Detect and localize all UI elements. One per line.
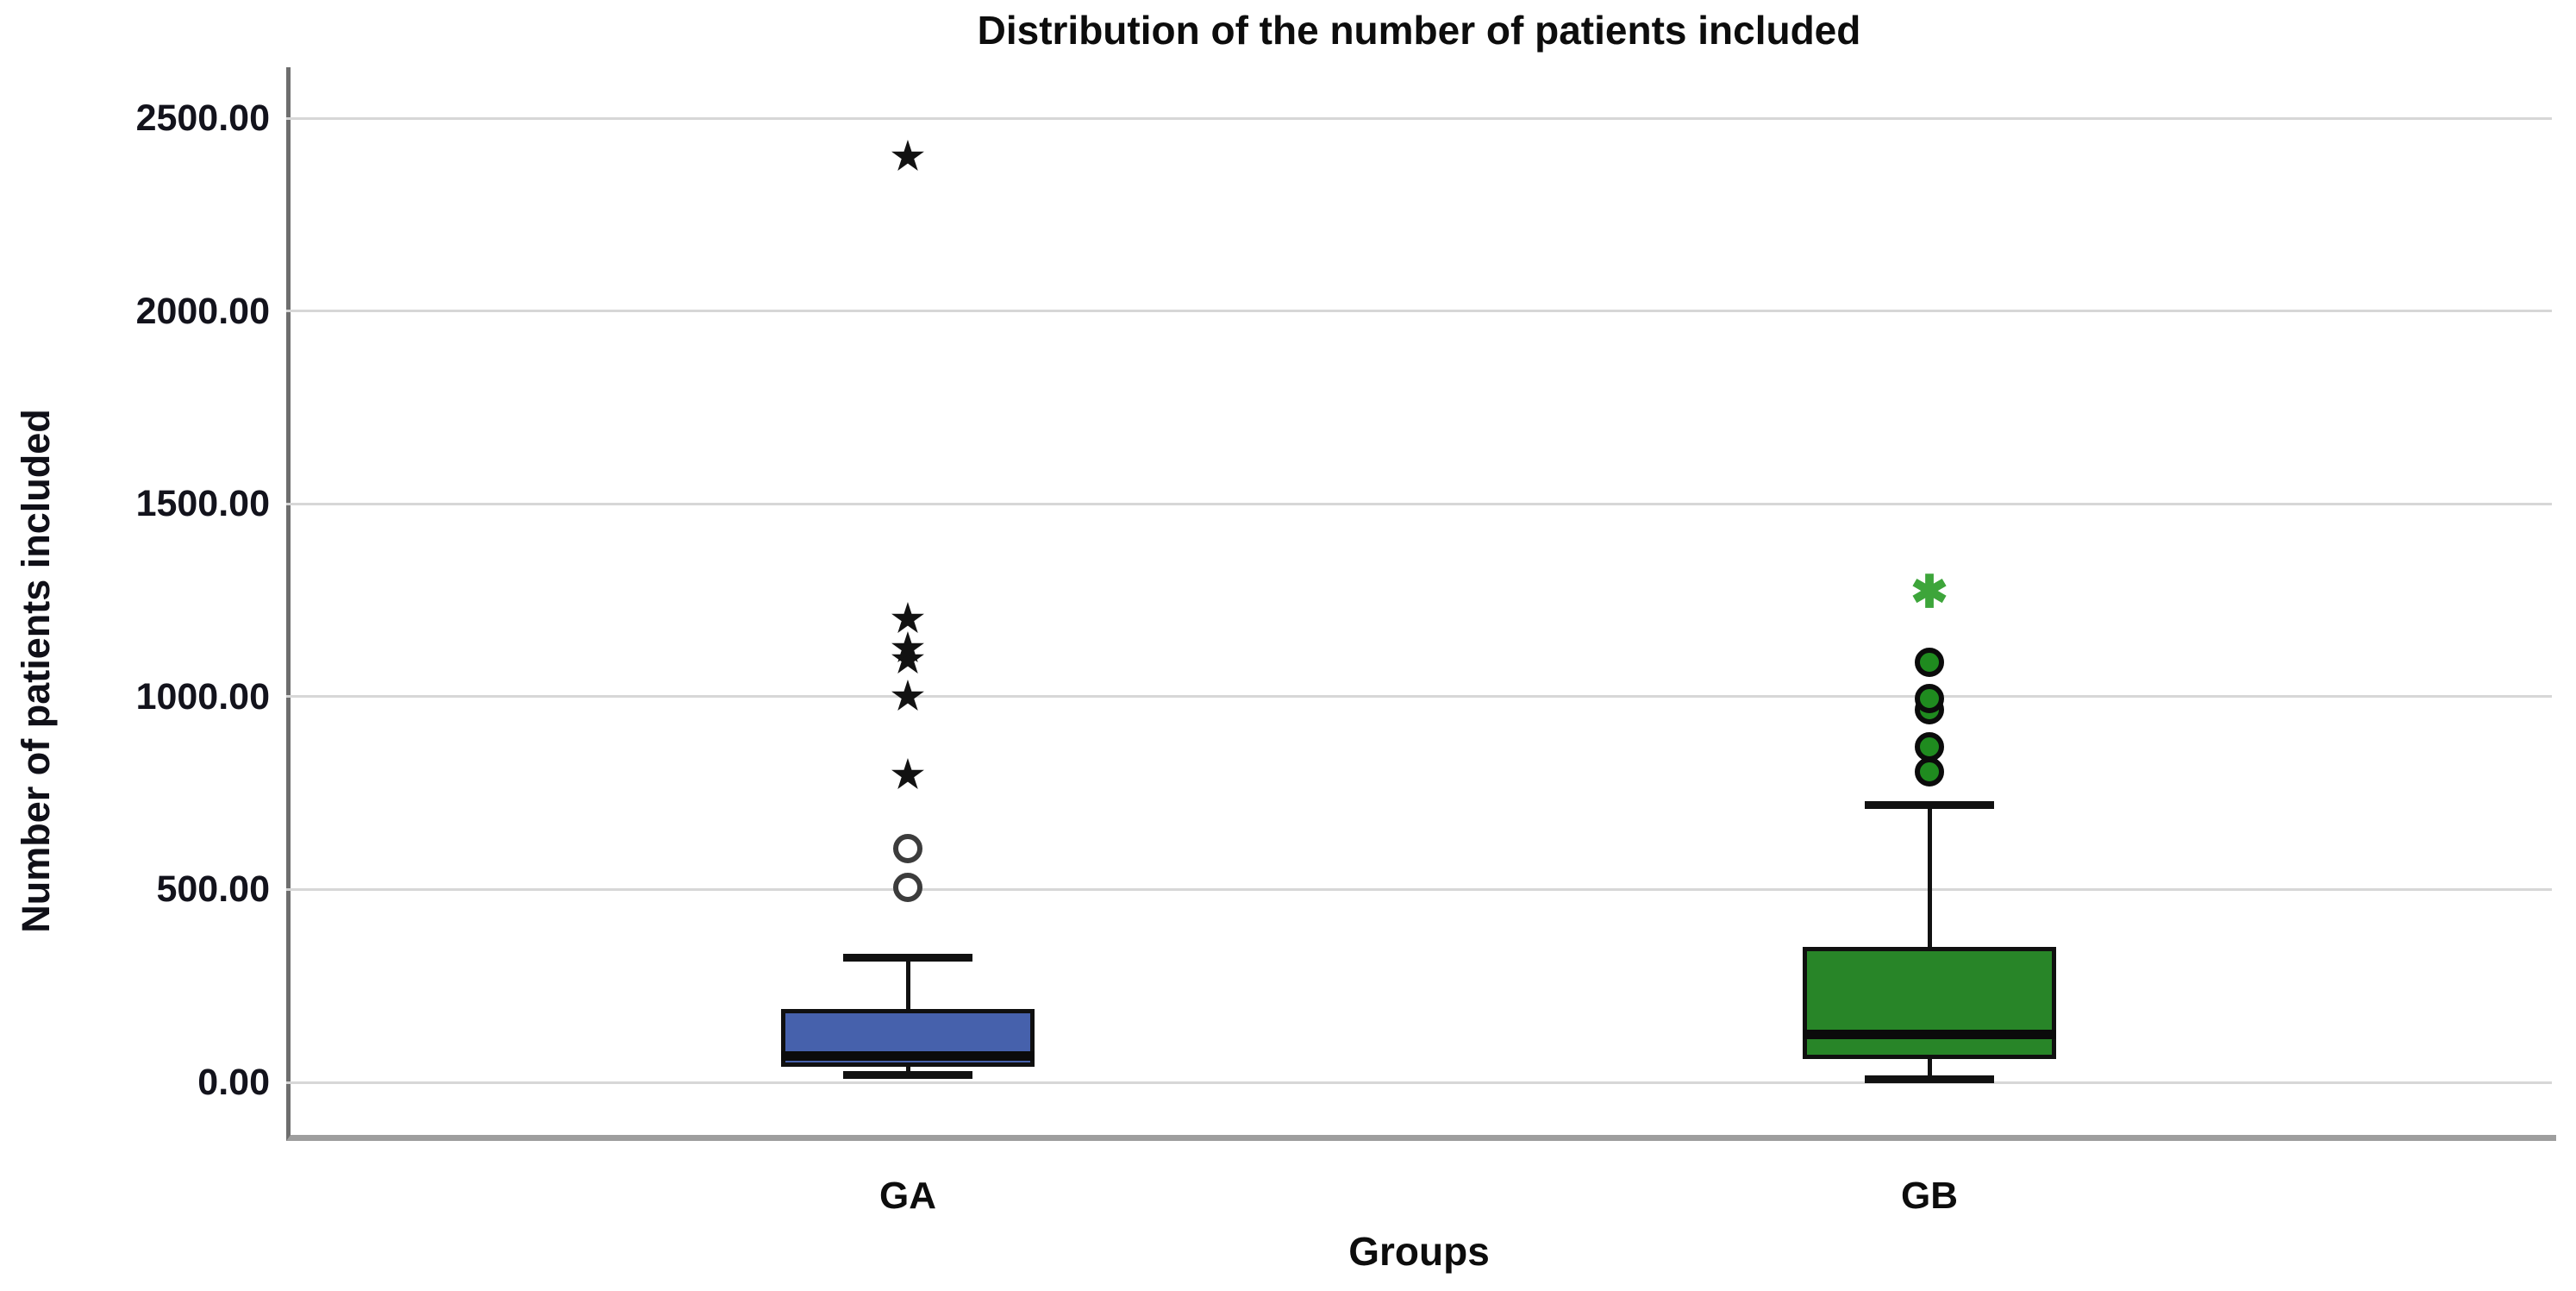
mild-outlier-circle-icon	[1915, 647, 1944, 677]
mild-outlier-circle-icon	[893, 834, 922, 864]
extreme-outlier-star-icon: ★	[891, 638, 925, 681]
extreme-outlier-star-icon: ★	[891, 674, 925, 718]
y-gridline	[286, 695, 2552, 699]
mild-outlier-circle-icon	[893, 873, 922, 903]
median-line	[781, 1050, 1035, 1061]
y-tick-label: 500.00	[156, 868, 270, 911]
mild-outlier-circle-icon	[1915, 731, 1944, 761]
upper-whisker-stem	[1927, 805, 1932, 948]
category-label-gb: GB	[1901, 1175, 1958, 1217]
y-gridline	[286, 310, 2552, 313]
box-gb	[1803, 947, 2056, 1060]
mild-outlier-circle-icon	[1915, 684, 1944, 714]
y-gridline	[286, 502, 2552, 505]
x-axis-label: Groups	[1348, 1229, 1490, 1274]
y-tick-label: 2000.00	[135, 290, 270, 332]
extreme-outlier-star-icon: ★	[891, 626, 925, 669]
median-line	[1803, 1030, 2056, 1040]
extreme-outlier-star-icon: ✱	[1910, 567, 1948, 618]
y-gridline	[286, 887, 2552, 891]
y-tick-label: 1500.00	[135, 483, 270, 525]
y-gridline	[286, 116, 2552, 120]
mild-outlier-circle-icon	[1915, 757, 1944, 787]
chart-title: Distribution of the number of patients i…	[977, 8, 1861, 53]
y-tick-label: 2500.00	[135, 97, 270, 139]
lower-whisker-stem	[1927, 1059, 1932, 1079]
upper-whisker-cap	[843, 953, 972, 962]
upper-whisker-cap	[1865, 801, 1994, 810]
plot-area	[286, 67, 2556, 1141]
upper-whisker-stem	[905, 956, 910, 1010]
extreme-outlier-star-icon: ★	[891, 135, 925, 178]
lower-whisker-stem	[905, 1067, 910, 1075]
lower-whisker-cap	[1865, 1075, 1994, 1083]
lower-whisker-cap	[843, 1071, 972, 1080]
y-gridline	[286, 1081, 2552, 1084]
category-label-ga: GA	[879, 1175, 936, 1217]
extreme-outlier-star-icon: ★	[891, 598, 925, 641]
y-tick-label: 1000.00	[135, 675, 270, 718]
y-tick-label: 0.00	[197, 1062, 270, 1103]
extreme-outlier-star-icon: ★	[891, 754, 925, 797]
